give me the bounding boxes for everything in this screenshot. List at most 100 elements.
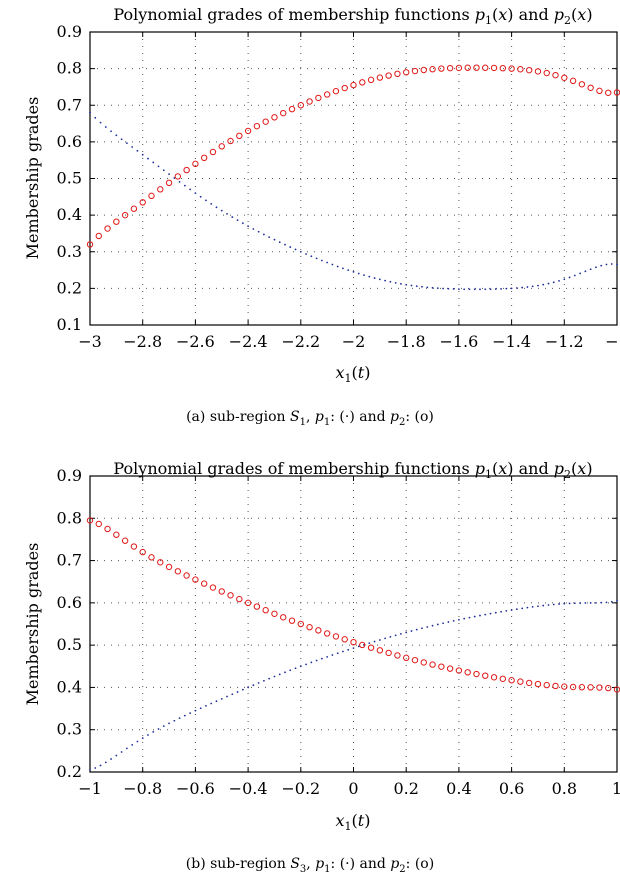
chart-a-p2-point	[174, 173, 182, 180]
chart-b-p1-point	[479, 614, 481, 617]
chart-a: Polynomial grades of membership function…	[23, 5, 620, 428]
chart-a-p2-point	[455, 64, 463, 72]
chart-a-p1-point	[347, 269, 350, 272]
chart-b-p1-point	[589, 602, 592, 604]
chart-a-p2-point	[104, 225, 111, 232]
chart-b-x-tick-label: 0.8	[552, 779, 577, 798]
chart-b-p2-point	[569, 683, 577, 691]
chart-b-p1-point	[157, 728, 160, 730]
chart-a-p1-point	[136, 149, 139, 152]
chart-b-p2-point	[253, 603, 261, 610]
chart-a-p2-point	[200, 154, 208, 162]
chart-b-p2-point	[323, 630, 331, 637]
chart-b-p1-point	[326, 655, 329, 658]
chart-a-p1-point	[94, 116, 97, 119]
chart-b-p1-point	[616, 599, 618, 602]
chart-b-p1-point	[210, 702, 213, 705]
chart-a-plot-frame	[89, 31, 618, 326]
chart-b-p1-point	[605, 601, 608, 604]
chart-a-p1-point	[558, 279, 560, 282]
chart-b-p1-point	[331, 654, 334, 656]
chart-b-p1-point	[220, 697, 223, 700]
chart-a-p2-point	[148, 192, 155, 200]
chart-a-p1-point	[447, 287, 450, 290]
chart-b-p1-point	[141, 737, 144, 740]
chart-a-grid	[90, 32, 617, 325]
chart-a-p1-point	[363, 274, 365, 277]
chart-b-p1-point	[531, 606, 534, 608]
chart-b-p1-point	[494, 611, 497, 614]
chart-b-p1-point	[342, 650, 344, 653]
chart-b-p1-point	[320, 657, 323, 660]
chart-b-p2-point	[306, 624, 313, 631]
chart-a-p1-point	[305, 253, 307, 255]
chart-a-p1-point	[610, 263, 613, 265]
chart-b-p1-point	[305, 663, 307, 666]
chart-a-p2-point	[464, 64, 471, 71]
chart-b-p1-point	[510, 609, 513, 611]
chart-a-p1-point	[104, 126, 107, 128]
chart-a-p1-point	[263, 233, 265, 236]
chart-a-p2-point	[552, 71, 559, 79]
chart-b-p2-point	[271, 610, 278, 617]
chart-b-p2-point	[244, 599, 252, 607]
chart-b-p1-point	[484, 613, 487, 616]
chart-b-p2-point	[174, 568, 182, 575]
chart-b-p1-point	[310, 661, 313, 664]
chart-a-p2-point	[227, 137, 234, 145]
chart-a-p2-point	[499, 64, 507, 72]
chart-a-p2-point	[323, 91, 331, 98]
chart-b-p2-point	[605, 684, 612, 692]
chart-b-p2-point	[429, 661, 436, 668]
chart-b-p1-point	[368, 642, 371, 645]
chart-a-p1-point	[605, 263, 608, 266]
chart-a-p2-point	[157, 186, 164, 193]
chart-a-p1-point	[273, 238, 276, 241]
chart-b-p1-point	[579, 602, 582, 604]
chart-b-p1-point	[278, 673, 281, 676]
chart-b-p1-point	[94, 767, 97, 769]
chart-b-p2-point	[209, 584, 217, 591]
chart-a-p2-point	[394, 70, 401, 78]
chart-b-x-tick-label: −0.6	[176, 779, 215, 798]
chart-a-p1-point	[484, 288, 487, 291]
chart-b-p2-point	[341, 636, 348, 643]
chart-a-x-tick-label: −2.2	[281, 332, 320, 351]
chart-b-p1-point	[415, 628, 418, 631]
chart-a-p2-point	[587, 84, 594, 91]
chart-a-title: Polynomial grades of membership function…	[113, 5, 592, 27]
chart-b-p1-point	[558, 603, 560, 605]
chart-a-p1-point	[231, 216, 234, 218]
chart-a-p2-point	[534, 68, 542, 75]
chart-a-p2-point	[508, 65, 515, 72]
chart-a-p2-point	[446, 64, 454, 72]
chart-b-p2-point	[367, 644, 375, 651]
chart-b-p1-point	[173, 719, 176, 722]
chart-a-p1-point	[537, 284, 539, 287]
chart-a-p1-point	[241, 222, 244, 225]
chart-a-p1-point	[157, 165, 160, 168]
chart-a-p1-point	[515, 287, 518, 289]
chart-b-p2-point	[420, 659, 427, 666]
chart-a-x-tick-label: −2	[342, 332, 366, 351]
chart-a-p1-point	[458, 288, 460, 291]
chart-a-p2-point	[244, 127, 252, 135]
chart-a-ylabel: Membership grades	[23, 97, 42, 260]
chart-b-p1-point	[447, 621, 450, 623]
chart-b-x-ticks: −1 −0.8 −0.6 −0.4 −0.2 0 0.2 0.4 0.6 0.8 1	[78, 476, 620, 798]
chart-b-p2-point	[104, 525, 111, 533]
chart-b-p2-point	[482, 672, 489, 679]
chart-a-y-tick-label: 0.4	[57, 205, 82, 224]
chart-b-series-p1	[89, 599, 618, 771]
chart-b-p1-point	[552, 603, 555, 606]
chart-b-p2-point	[227, 592, 234, 599]
chart-a-p1-point	[178, 180, 181, 183]
chart-a-x-tick-label: −2.6	[176, 332, 215, 351]
chart-a-p2-point	[209, 148, 217, 156]
chart-b-p2-point	[359, 641, 366, 649]
chart-b-p2-point	[517, 678, 524, 685]
chart-b-p2-point	[192, 576, 199, 583]
chart-a-p1-point	[368, 275, 371, 278]
chart-a-p1-point	[189, 188, 192, 191]
chart-b-p1-point	[252, 684, 255, 687]
